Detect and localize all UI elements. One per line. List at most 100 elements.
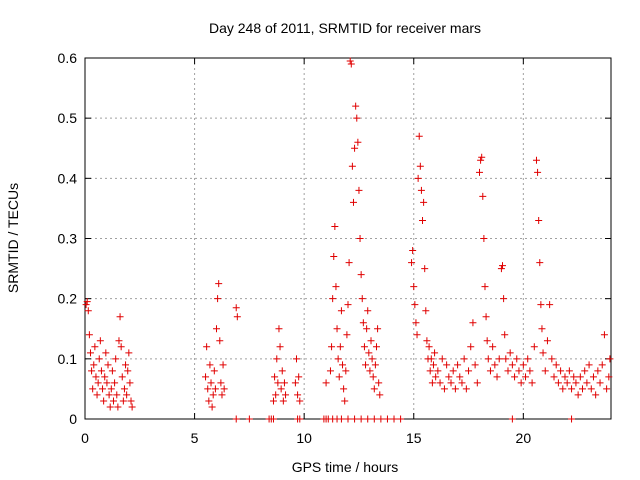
data-point: [202, 373, 210, 381]
data-point: [501, 331, 509, 339]
data-point: [344, 415, 352, 423]
data-point: [458, 379, 466, 387]
data-point: [106, 403, 114, 411]
data-point: [491, 361, 499, 369]
data-point: [546, 301, 554, 309]
data-point: [522, 373, 530, 381]
data-point: [460, 355, 468, 363]
x-axis-label: GPS time / hours: [292, 459, 399, 475]
data-point: [587, 385, 595, 393]
data-point: [103, 379, 111, 387]
data-point: [592, 391, 600, 399]
data-point: [409, 247, 417, 255]
data-point: [274, 379, 282, 387]
data-point: [429, 361, 437, 369]
plot-border: [84, 57, 612, 420]
data-point: [449, 367, 457, 375]
data-point: [370, 415, 378, 423]
y-tick-label: 0.5: [58, 110, 78, 126]
data-point: [322, 379, 330, 387]
data-point: [372, 343, 380, 351]
data-point: [90, 361, 98, 369]
data-point: [357, 271, 365, 279]
data-point: [534, 168, 542, 176]
data-point: [88, 367, 96, 375]
data-point: [348, 162, 356, 170]
data-point: [408, 259, 416, 267]
grid-lines: [85, 58, 611, 419]
data-point: [570, 373, 578, 381]
data-point: [95, 355, 103, 363]
data-point: [331, 222, 339, 230]
data-point: [410, 283, 418, 291]
data-point: [233, 313, 241, 321]
data-point: [279, 397, 287, 405]
data-point: [511, 373, 519, 381]
data-point: [343, 331, 351, 339]
data-point: [425, 343, 433, 351]
data-point: [364, 307, 372, 315]
data-point: [484, 355, 492, 363]
data-point: [554, 379, 562, 387]
data-point: [502, 355, 510, 363]
data-point: [207, 379, 215, 387]
data-point: [367, 337, 375, 345]
data-point: [419, 216, 427, 224]
data-point: [347, 60, 355, 68]
data-point: [478, 153, 486, 161]
y-tick-label: 0.1: [58, 351, 78, 367]
data-point: [96, 337, 104, 345]
data-point: [109, 397, 117, 405]
data-point: [294, 391, 302, 399]
data-point: [431, 349, 439, 357]
data-point: [451, 385, 459, 393]
data-point: [508, 361, 516, 369]
data-point: [548, 355, 556, 363]
data-point: [97, 367, 105, 375]
data-point: [330, 253, 338, 261]
data-point: [420, 198, 428, 206]
data-point: [217, 379, 225, 387]
data-point: [122, 361, 130, 369]
data-point: [123, 391, 131, 399]
data-point: [606, 355, 614, 363]
data-point: [357, 415, 365, 423]
data-point: [213, 325, 220, 333]
data-point: [339, 361, 347, 369]
data-point: [269, 397, 277, 405]
data-point: [205, 397, 213, 405]
data-point: [85, 331, 93, 339]
data-point: [454, 361, 462, 369]
data-point: [115, 337, 123, 345]
data-point: [82, 301, 90, 309]
data-point: [94, 379, 102, 387]
data-point: [416, 162, 424, 170]
data-point: [377, 415, 385, 423]
data-point: [417, 186, 425, 194]
data-point: [465, 367, 473, 375]
data-point: [473, 379, 481, 387]
data-point: [93, 391, 101, 399]
data-point: [292, 355, 300, 363]
data-point: [326, 367, 334, 375]
data-point: [550, 373, 558, 381]
data-point: [589, 373, 597, 381]
data-point: [477, 156, 485, 164]
data-point: [412, 319, 420, 327]
data-point: [526, 367, 534, 375]
data-point: [561, 373, 569, 381]
data-point: [232, 304, 240, 312]
data-point: [483, 337, 491, 345]
x-tick-label: 0: [81, 430, 89, 446]
data-point: [210, 367, 218, 375]
data-point: [605, 373, 613, 381]
data-point: [118, 373, 126, 381]
data-point: [108, 367, 116, 375]
data-point: [344, 301, 352, 309]
data-point: [328, 343, 336, 351]
data-point: [479, 192, 487, 200]
data-point: [280, 379, 288, 387]
data-point: [277, 385, 285, 393]
data-point: [352, 102, 360, 110]
data-point: [349, 198, 357, 206]
